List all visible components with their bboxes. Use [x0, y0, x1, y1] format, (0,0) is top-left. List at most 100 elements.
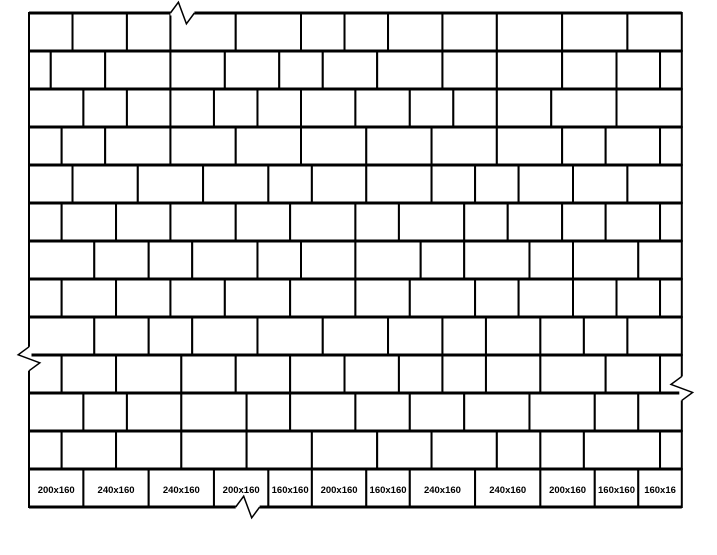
paver-brick	[257, 317, 322, 355]
paver-brick	[62, 279, 116, 317]
paver-brick	[399, 355, 443, 393]
paver-size-label: 200x160	[549, 485, 586, 496]
paver-brick	[660, 279, 682, 317]
paver-brick	[497, 431, 541, 469]
paver-brick	[519, 165, 573, 203]
paver-brick	[247, 393, 291, 431]
paver-brick	[127, 393, 181, 431]
paver-brick	[660, 203, 682, 241]
paver-brick	[116, 279, 170, 317]
paver-brick	[127, 89, 171, 127]
paver-brick	[355, 89, 409, 127]
paver-size-label: 160x160	[598, 485, 635, 496]
paver-brick	[62, 355, 116, 393]
paver-brick	[627, 317, 681, 355]
paver-brick	[638, 393, 682, 431]
paver-brick	[73, 13, 127, 51]
paver-brick	[170, 51, 224, 89]
paver-brick	[606, 355, 660, 393]
paver-brick	[606, 203, 660, 241]
paver-brick	[464, 393, 529, 431]
paver-brick	[573, 279, 617, 317]
paver-brick	[432, 165, 476, 203]
paver-brick	[584, 431, 660, 469]
paver-brick	[442, 13, 496, 51]
paver-brick	[149, 241, 193, 279]
paver-brick	[660, 51, 682, 89]
paver-brick	[225, 51, 279, 89]
paver-brick	[149, 317, 193, 355]
paver-brick	[366, 165, 431, 203]
paver-brick	[29, 89, 83, 127]
paver-brick	[29, 51, 51, 89]
paver-brick	[29, 127, 62, 165]
paver-brick	[29, 317, 94, 355]
paver-brick	[421, 241, 465, 279]
paver-brick	[366, 127, 431, 165]
paver-size-label: 240x160	[163, 485, 200, 496]
paver-brick	[442, 317, 486, 355]
paver-brick	[62, 203, 116, 241]
paver-brick	[345, 355, 399, 393]
paver-brick	[62, 127, 106, 165]
paver-brick	[257, 89, 301, 127]
paver-brick	[323, 317, 388, 355]
paver-brick	[62, 431, 116, 469]
paver-brick	[627, 165, 681, 203]
paver-brick	[181, 393, 246, 431]
paver-brick	[453, 89, 497, 127]
paver-size-label: 160x160	[272, 485, 309, 496]
paver-brick	[355, 241, 420, 279]
paver-brick	[236, 127, 301, 165]
paver-brick	[170, 203, 235, 241]
paver-brick	[410, 89, 454, 127]
paver-brick	[399, 203, 464, 241]
paver-size-label: 200x160	[321, 485, 358, 496]
paver-size-label: 160x160	[370, 485, 407, 496]
paver-brick	[573, 165, 627, 203]
paver-brick	[562, 203, 606, 241]
paver-brick	[116, 431, 181, 469]
paver-brick	[377, 431, 431, 469]
paver-brick	[497, 127, 562, 165]
paver-brick	[410, 393, 464, 431]
paver-brick	[540, 355, 605, 393]
paver-brick	[279, 51, 323, 89]
paver-brick	[464, 203, 508, 241]
paver-brick	[105, 51, 170, 89]
paver-brick	[290, 279, 355, 317]
brick-grid	[29, 13, 682, 507]
paver-brick	[562, 51, 616, 89]
paver-brick	[595, 393, 639, 431]
paver-brick	[312, 165, 366, 203]
paver-brick	[301, 127, 366, 165]
paver-brick	[29, 393, 83, 431]
paver-brick	[192, 241, 257, 279]
paver-brick	[268, 165, 312, 203]
paver-brick	[170, 89, 214, 127]
paver-brick	[486, 317, 540, 355]
paver-brick	[29, 279, 62, 317]
paver-brick	[638, 241, 682, 279]
paver-brick	[127, 13, 171, 51]
paver-brick	[584, 317, 628, 355]
paver-brick	[551, 89, 616, 127]
paver-brick	[94, 317, 148, 355]
paver-brick	[29, 431, 62, 469]
paver-brick	[660, 127, 682, 165]
paver-brick	[355, 279, 409, 317]
paver-brick	[247, 431, 312, 469]
paver-brick	[562, 13, 627, 51]
paver-brick	[573, 241, 638, 279]
paver-size-label: 240x160	[424, 485, 461, 496]
paver-size-label: 240x160	[98, 485, 135, 496]
paver-brick	[529, 393, 594, 431]
paver-size-label: 240x160	[489, 485, 526, 496]
paver-brick	[29, 13, 73, 51]
paver-brick	[29, 203, 62, 241]
paver-brick	[116, 355, 181, 393]
paver-brick	[301, 13, 345, 51]
paver-brick	[181, 355, 235, 393]
paver-size-label: 160x16	[644, 485, 676, 496]
paver-brick	[497, 51, 562, 89]
